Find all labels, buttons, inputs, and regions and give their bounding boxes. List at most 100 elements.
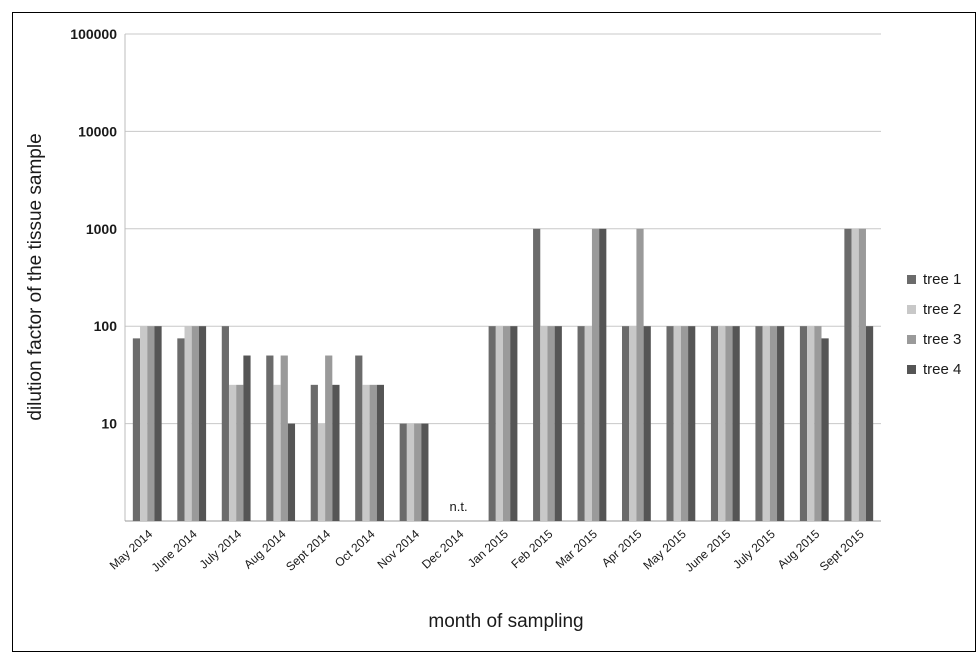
bar xyxy=(243,355,251,521)
bar xyxy=(488,326,496,521)
bar xyxy=(376,384,384,521)
bar xyxy=(533,228,541,522)
legend-label: tree 3 xyxy=(923,331,961,348)
grid-lines xyxy=(124,33,881,522)
bar xyxy=(287,423,296,521)
y-tick-label: 10 xyxy=(101,416,117,432)
bar xyxy=(710,326,719,521)
bar xyxy=(858,228,866,522)
bar xyxy=(280,355,288,521)
x-tick-label: July 2014 xyxy=(197,527,245,572)
y-tick-label: 1000 xyxy=(86,221,117,237)
bar xyxy=(755,326,763,521)
bar xyxy=(140,326,148,521)
bar xyxy=(510,326,518,521)
bar xyxy=(228,384,237,521)
bar xyxy=(577,326,585,521)
bar xyxy=(725,326,733,521)
y-tick-label: 10000 xyxy=(78,123,117,139)
chart-frame: 10 100 1000 10000 100000 May 2014 June 2014 Ju… xyxy=(12,12,976,652)
bar xyxy=(421,423,429,521)
bar xyxy=(547,326,555,521)
legend: tree 1 tree 2 tree 3 tree 4 xyxy=(907,271,961,378)
legend-swatch xyxy=(907,365,916,374)
y-tick-labels: 10 100 1000 10000 100000 xyxy=(70,26,117,432)
bar xyxy=(584,326,592,521)
bar xyxy=(503,326,511,521)
bar xyxy=(732,326,740,521)
y-axis-label: dilution factor of the tissue sample xyxy=(25,133,46,420)
legend-swatch xyxy=(907,335,916,344)
bar xyxy=(814,326,822,521)
bar xyxy=(807,326,815,521)
bar xyxy=(221,326,229,521)
bar xyxy=(599,228,607,522)
bar xyxy=(844,228,852,522)
x-tick-label: June 2015 xyxy=(682,527,733,575)
bar xyxy=(540,326,548,521)
bar xyxy=(643,326,651,521)
annotation-label: n.t. xyxy=(449,499,467,514)
bar xyxy=(554,326,562,521)
bar xyxy=(191,326,199,521)
x-tick-label: Aug 2014 xyxy=(241,527,289,572)
legend-label: tree 2 xyxy=(923,301,961,318)
bar xyxy=(332,384,340,521)
x-tick-label: Apr 2015 xyxy=(599,527,645,570)
bar xyxy=(184,326,192,521)
bar xyxy=(406,423,415,521)
bar xyxy=(622,326,630,521)
bar xyxy=(769,326,778,521)
legend-label: tree 4 xyxy=(923,361,961,378)
bar xyxy=(865,326,874,521)
bar xyxy=(591,228,600,522)
legend-label: tree 1 xyxy=(923,271,961,288)
bar xyxy=(147,326,155,521)
bar xyxy=(629,326,637,521)
bar xyxy=(310,384,318,521)
x-tick-label: Oct 2014 xyxy=(332,527,378,570)
x-tick-label: Mar 2015 xyxy=(553,527,600,572)
y-tick-label: 100 xyxy=(94,318,118,334)
bar xyxy=(362,384,370,521)
x-tick-label: Aug 2015 xyxy=(775,527,823,572)
legend-swatch xyxy=(907,305,916,314)
bar xyxy=(821,338,829,521)
bar xyxy=(325,355,333,521)
bar xyxy=(177,338,185,521)
bar xyxy=(355,355,363,521)
annotations: n.t. xyxy=(449,499,467,514)
bar xyxy=(414,423,422,521)
bars xyxy=(132,228,874,522)
bar xyxy=(399,423,407,521)
bar xyxy=(132,338,141,521)
bar xyxy=(236,384,244,521)
x-tick-label: June 2014 xyxy=(149,527,200,575)
bar xyxy=(369,384,377,521)
bar xyxy=(762,326,770,521)
bar xyxy=(851,228,859,522)
bar xyxy=(799,326,808,521)
bar xyxy=(680,326,689,521)
bar xyxy=(273,384,281,521)
x-tick-label: Feb 2015 xyxy=(508,527,555,572)
bar xyxy=(688,326,696,521)
x-tick-label: July 2015 xyxy=(730,527,778,572)
bar xyxy=(495,326,503,521)
x-tick-label: May 2014 xyxy=(107,527,156,573)
x-tick-label: May 2015 xyxy=(640,527,689,573)
x-tick-label: Dec 2014 xyxy=(419,527,467,572)
x-tick-label: Jan 2015 xyxy=(465,527,511,571)
bar xyxy=(266,355,274,521)
x-axis-label: month of sampling xyxy=(428,611,583,632)
bar xyxy=(777,326,785,521)
y-tick-label: 100000 xyxy=(70,26,117,42)
bar xyxy=(154,326,162,521)
x-tick-label: Sept 2015 xyxy=(817,527,867,574)
legend-swatch xyxy=(907,275,916,284)
bar xyxy=(673,326,681,521)
bar xyxy=(198,326,207,521)
bar xyxy=(718,326,726,521)
